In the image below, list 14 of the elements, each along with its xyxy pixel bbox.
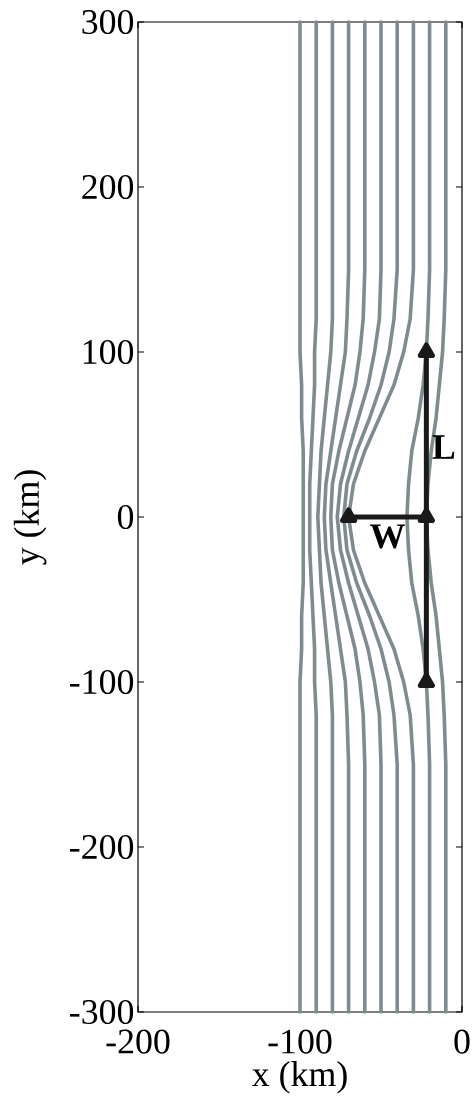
y-axis-title: y (km) — [13, 470, 47, 565]
annotation: W — [370, 524, 405, 549]
annotation: L — [432, 435, 455, 459]
x-axis-title: x (km) — [252, 1061, 347, 1094]
x-tick-label: -200 — [106, 1029, 170, 1054]
y-tick-label: 100 — [83, 339, 134, 365]
y-tick-label: 0 — [117, 504, 134, 530]
y-tick-label: -200 — [70, 834, 134, 860]
y-tick-label: -100 — [70, 669, 134, 695]
x-tick-label: 0 — [454, 1029, 470, 1054]
y-tick-label: -300 — [70, 999, 134, 1025]
y-tick-label: 200 — [82, 174, 134, 200]
x-tick-label: -100 — [268, 1029, 332, 1054]
y-tick-label: 300 — [82, 9, 134, 35]
